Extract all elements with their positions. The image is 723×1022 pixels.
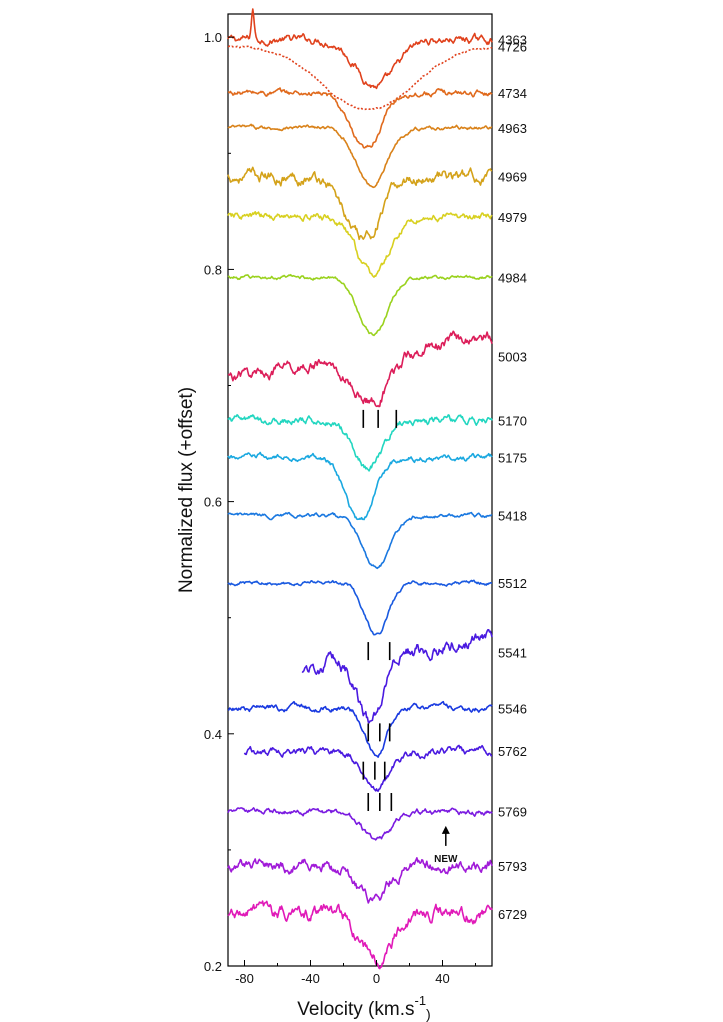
- y-tick-label: 0.4: [204, 727, 222, 742]
- spectrum-line-4984: [227, 273, 493, 337]
- annotations: NEW: [434, 825, 458, 865]
- annotation-arrow-icon: [441, 825, 450, 834]
- series-label-5512: 5512: [498, 576, 527, 591]
- series-label-4984: 4984: [498, 271, 527, 286]
- spectrum-line-5793: [227, 857, 493, 904]
- series-label-5175: 5175: [498, 450, 527, 465]
- spectrum-line-5762: [243, 744, 492, 792]
- x-axis-label-superscript: -1: [414, 993, 426, 1008]
- spectrum-line-4963: [227, 123, 493, 189]
- series-label-4979: 4979: [498, 210, 527, 225]
- y-tick-label: 0.6: [204, 495, 222, 510]
- series-label-4969: 4969: [498, 170, 527, 185]
- series-label-5003: 5003: [498, 349, 527, 364]
- spectrum-line-5769: [227, 807, 493, 841]
- spectrum-line-4734: [227, 87, 493, 149]
- x-tick-label: 40: [435, 971, 449, 986]
- spectrum-line-5175: [227, 451, 493, 521]
- series-label-5541: 5541: [498, 646, 527, 661]
- series-label-4363: 4363: [498, 33, 527, 48]
- x-axis-label-suffix: ): [426, 1006, 431, 1022]
- x-tick-label: 0: [373, 971, 380, 986]
- y-tick-label: 1.0: [204, 30, 222, 45]
- series-label-5546: 5546: [498, 701, 527, 716]
- spectrum-line-5170: [227, 414, 493, 472]
- y-axis-label: Normalized flux (+offset): [176, 387, 197, 593]
- spectrum-line-4726: [227, 45, 493, 111]
- series-label-5418: 5418: [498, 509, 527, 524]
- annotation-label: NEW: [434, 854, 458, 865]
- series-label-6729: 6729: [498, 907, 527, 922]
- spectrum-line-4969: [227, 166, 493, 241]
- series-label-5170: 5170: [498, 413, 527, 428]
- spectrum-line-5512: [227, 579, 493, 636]
- series-label-4726: 4726: [498, 40, 527, 55]
- series-label-5762: 5762: [498, 744, 527, 759]
- x-tick-label: -80: [235, 971, 254, 986]
- x-axis-label: Velocity (km.s-1): [297, 993, 430, 1022]
- spectrum-line-6729: [227, 900, 493, 970]
- line-position-marks: [362, 409, 398, 812]
- x-axis-label-main: Velocity (km.s: [297, 999, 414, 1020]
- x-axis-ticks: -80 -40 0 40: [235, 960, 476, 986]
- spectrum-line-4979: [227, 211, 493, 278]
- spectrum-line-4363: [227, 8, 493, 90]
- series-label-4963: 4963: [498, 121, 527, 136]
- series-label-5793: 5793: [498, 859, 527, 874]
- plot-frame: [227, 13, 493, 967]
- y-axis-ticks: 0.2 0.4 0.6 0.8 1.0: [204, 30, 234, 974]
- y-tick-label: 0.2: [204, 959, 222, 974]
- spectrum-line-5541: [301, 629, 493, 724]
- y-tick-label: 0.8: [204, 262, 222, 277]
- x-tick-label: -40: [301, 971, 320, 986]
- series-layer: [227, 8, 493, 970]
- spectrum-line-5418: [227, 511, 493, 570]
- series-label-4734: 4734: [498, 86, 527, 101]
- spectrum-line-5546: [227, 700, 493, 758]
- series-label-5769: 5769: [498, 805, 527, 820]
- spectrum-line-5003: [227, 330, 493, 408]
